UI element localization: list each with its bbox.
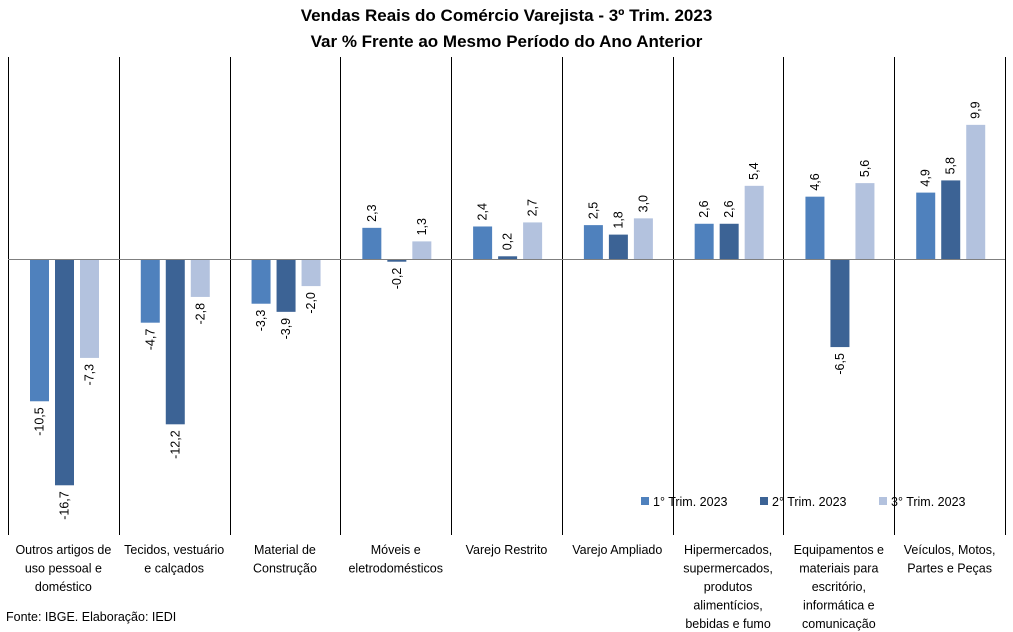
category-label: doméstico <box>35 580 92 594</box>
category-label: Tecidos, vestuário <box>124 543 224 557</box>
bar <box>523 222 543 259</box>
category-label: produtos <box>704 580 753 594</box>
legend-swatch <box>760 497 768 505</box>
bar <box>694 223 714 259</box>
data-label: -10,5 <box>33 407 47 436</box>
data-label: 2,6 <box>697 200 711 217</box>
bar <box>30 259 49 402</box>
category-label: Outros artigos de <box>15 543 111 557</box>
legend-label: 2° Trim. 2023 <box>772 495 847 509</box>
bar <box>855 183 875 259</box>
data-label: 1,8 <box>611 211 625 228</box>
bar <box>80 259 99 358</box>
legend-label: 3° Trim. 2023 <box>891 495 966 509</box>
data-label: 2,3 <box>365 204 379 221</box>
bar <box>473 226 493 259</box>
data-label: 2,6 <box>722 200 736 217</box>
category-label: Material de <box>254 543 316 557</box>
bar <box>498 256 518 259</box>
bar <box>583 225 603 259</box>
category-label: comunicação <box>802 617 876 631</box>
data-label: -0,2 <box>390 268 404 290</box>
data-label: -6,5 <box>833 353 847 375</box>
bar <box>165 259 185 425</box>
data-label: 2,5 <box>586 202 600 219</box>
legend-swatch <box>879 497 887 505</box>
category-label: eletrodomésticos <box>348 562 443 576</box>
bar <box>916 192 936 259</box>
category-label: Veículos, Motos, <box>904 543 996 557</box>
data-label: -2,0 <box>304 292 318 314</box>
bar <box>830 259 850 348</box>
bar <box>55 259 74 486</box>
data-label: 5,4 <box>747 162 761 179</box>
category-label: uso pessoal e <box>25 562 102 576</box>
data-label: 2,7 <box>526 199 540 216</box>
data-label: 5,8 <box>944 157 958 174</box>
bar <box>387 259 407 262</box>
chart-title: Vendas Reais do Comércio Varejista - 3º … <box>300 6 713 25</box>
data-label: 4,6 <box>808 173 822 190</box>
bar <box>190 259 210 297</box>
category-label: bebidas e fumo <box>685 617 771 631</box>
legend-swatch <box>641 497 649 505</box>
category-label: Móveis e <box>371 543 421 557</box>
data-label: -16,7 <box>58 491 72 520</box>
bar <box>805 196 825 259</box>
legend-label: 1° Trim. 2023 <box>653 495 728 509</box>
data-label: 5,6 <box>858 160 872 177</box>
chart-subtitle: Var % Frente ao Mesmo Período do Ano Ant… <box>310 32 703 51</box>
data-label: 4,9 <box>919 169 933 186</box>
category-label: escritório, <box>812 580 866 594</box>
data-label: -2,8 <box>193 303 207 325</box>
category-label: materiais para <box>799 562 878 576</box>
data-label: -7,3 <box>83 364 97 386</box>
data-label: 0,2 <box>501 233 515 250</box>
category-label: alimentícios, <box>693 599 762 613</box>
category-label: Hipermercados, <box>684 543 772 557</box>
data-label: -4,7 <box>143 329 157 351</box>
category-label: Partes e Peças <box>907 562 992 576</box>
category-label: e calçados <box>144 562 204 576</box>
bar <box>633 218 653 259</box>
category-label: Construção <box>253 562 317 576</box>
bar <box>276 259 296 312</box>
bar <box>744 185 764 259</box>
bar <box>412 241 432 259</box>
category-label: Varejo Ampliado <box>572 543 662 557</box>
data-label: 2,4 <box>476 203 490 220</box>
source-note: Fonte: IBGE. Elaboração: IEDI <box>6 610 177 624</box>
category-label: Equipamentos e <box>794 543 884 557</box>
data-label: -3,3 <box>254 310 268 332</box>
data-label: -12,2 <box>168 430 182 459</box>
bar <box>140 259 160 323</box>
data-label: 9,9 <box>969 101 983 118</box>
category-label: Varejo Restrito <box>466 543 548 557</box>
data-label: 3,0 <box>636 195 650 212</box>
data-label: -3,9 <box>279 318 293 340</box>
bar <box>719 223 739 259</box>
bar <box>301 259 321 287</box>
bar <box>966 124 986 259</box>
category-label: supermercados, <box>683 562 773 576</box>
bar <box>251 259 271 304</box>
data-label: 1,3 <box>415 218 429 235</box>
bar <box>941 180 961 259</box>
category-label: informática e <box>803 599 875 613</box>
bar <box>608 234 628 259</box>
bar <box>362 227 382 259</box>
